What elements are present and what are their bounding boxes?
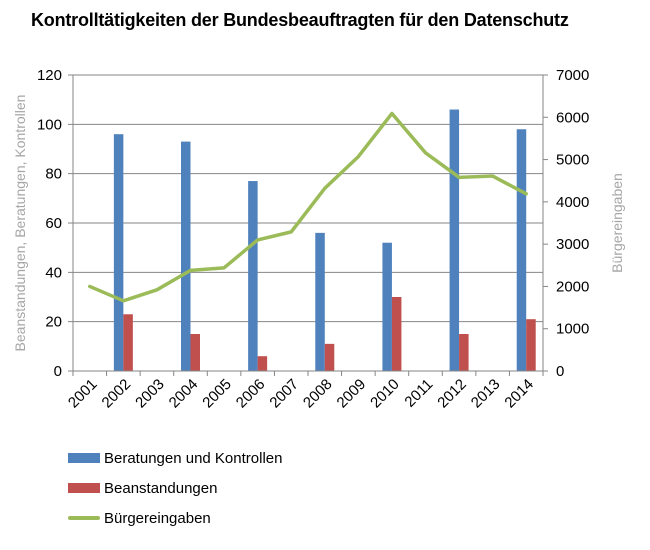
legend-item-beanstandungen: Beanstandungen: [68, 478, 217, 498]
y-tick-label: 0: [54, 363, 62, 380]
x-tick-label: 2011: [401, 376, 436, 411]
bar-beratungen: [113, 134, 124, 371]
y-axis-label: Beanstandungen, Beratungen, Kontrollen: [12, 95, 28, 352]
line-buergereingaben: [88, 111, 528, 303]
legend-label: Beratungen und Kontrollen: [104, 449, 283, 467]
bar-beanstandungen: [190, 334, 200, 371]
y2-axis-label: Bürgereingaben: [609, 173, 625, 273]
y2-tick-label: 2000: [556, 278, 589, 295]
y2-tick-label: 4000: [556, 194, 589, 211]
x-tick-label: 2006: [233, 376, 269, 412]
x-tick-label: 2004: [166, 376, 202, 412]
legend-swatch-red: [68, 483, 100, 493]
gridlines: [68, 74, 543, 372]
bar-beratungen: [248, 181, 258, 371]
x-tick-label: 2012: [434, 376, 470, 412]
bar-beanstandungen: [391, 297, 402, 371]
x-tick-label: 2010: [367, 376, 403, 412]
x-tick-label: 2007: [266, 376, 302, 412]
x-tick-label: 2002: [99, 376, 135, 412]
bars: [113, 109, 536, 372]
bar-beanstandungen: [526, 319, 536, 371]
legend-label: Bürgereingaben: [104, 509, 211, 527]
bar-beanstandungen: [123, 314, 133, 371]
bar-beratungen: [382, 242, 392, 371]
y-tick-label: 20: [45, 314, 62, 331]
axes: [72, 74, 548, 376]
y-tick-label: 120: [37, 67, 62, 84]
bar-beratungen: [315, 232, 325, 371]
x-tick-label: 2009: [334, 376, 370, 412]
x-tick-label: 2003: [132, 376, 168, 412]
bar-beratungen: [449, 109, 460, 372]
bar-beratungen: [181, 141, 191, 371]
legend-item-beratungen: Beratungen und Kontrollen: [68, 448, 282, 468]
chart-title: Kontrolltätigkeiten der Bundesbeauftragt…: [31, 10, 569, 30]
legend-swatch-blue: [68, 453, 100, 463]
legend-swatch-green-line: [68, 516, 100, 520]
x-tick-label: 2014: [501, 376, 537, 412]
y2-tick-label: 0: [556, 363, 564, 380]
y-tick-label: 100: [37, 116, 62, 133]
y-tick-label: 60: [45, 215, 62, 232]
y2-tick-label: 5000: [556, 152, 589, 169]
x-tick-label: 2013: [468, 376, 504, 412]
y-tick-label: 80: [45, 166, 62, 183]
y2-tick-label: 7000: [556, 67, 589, 84]
legend-label: Beanstandungen: [104, 479, 218, 497]
y2-tick-label: 3000: [556, 236, 589, 253]
bar-beanstandungen: [257, 356, 268, 371]
legend-item-buergereingaben: Bürgereingaben: [68, 508, 211, 528]
bar-beanstandungen: [324, 343, 335, 371]
bar-beratungen: [516, 129, 527, 371]
y2-tick-label: 6000: [556, 109, 589, 126]
x-tick-label: 2001: [65, 376, 101, 412]
y2-tick-label: 1000: [556, 321, 589, 338]
line-series: [88, 111, 528, 303]
y-tick-label: 40: [45, 264, 62, 281]
x-tick-label: 2005: [199, 376, 235, 412]
x-tick-label: 2008: [300, 376, 336, 412]
bar-beanstandungen: [459, 334, 469, 371]
